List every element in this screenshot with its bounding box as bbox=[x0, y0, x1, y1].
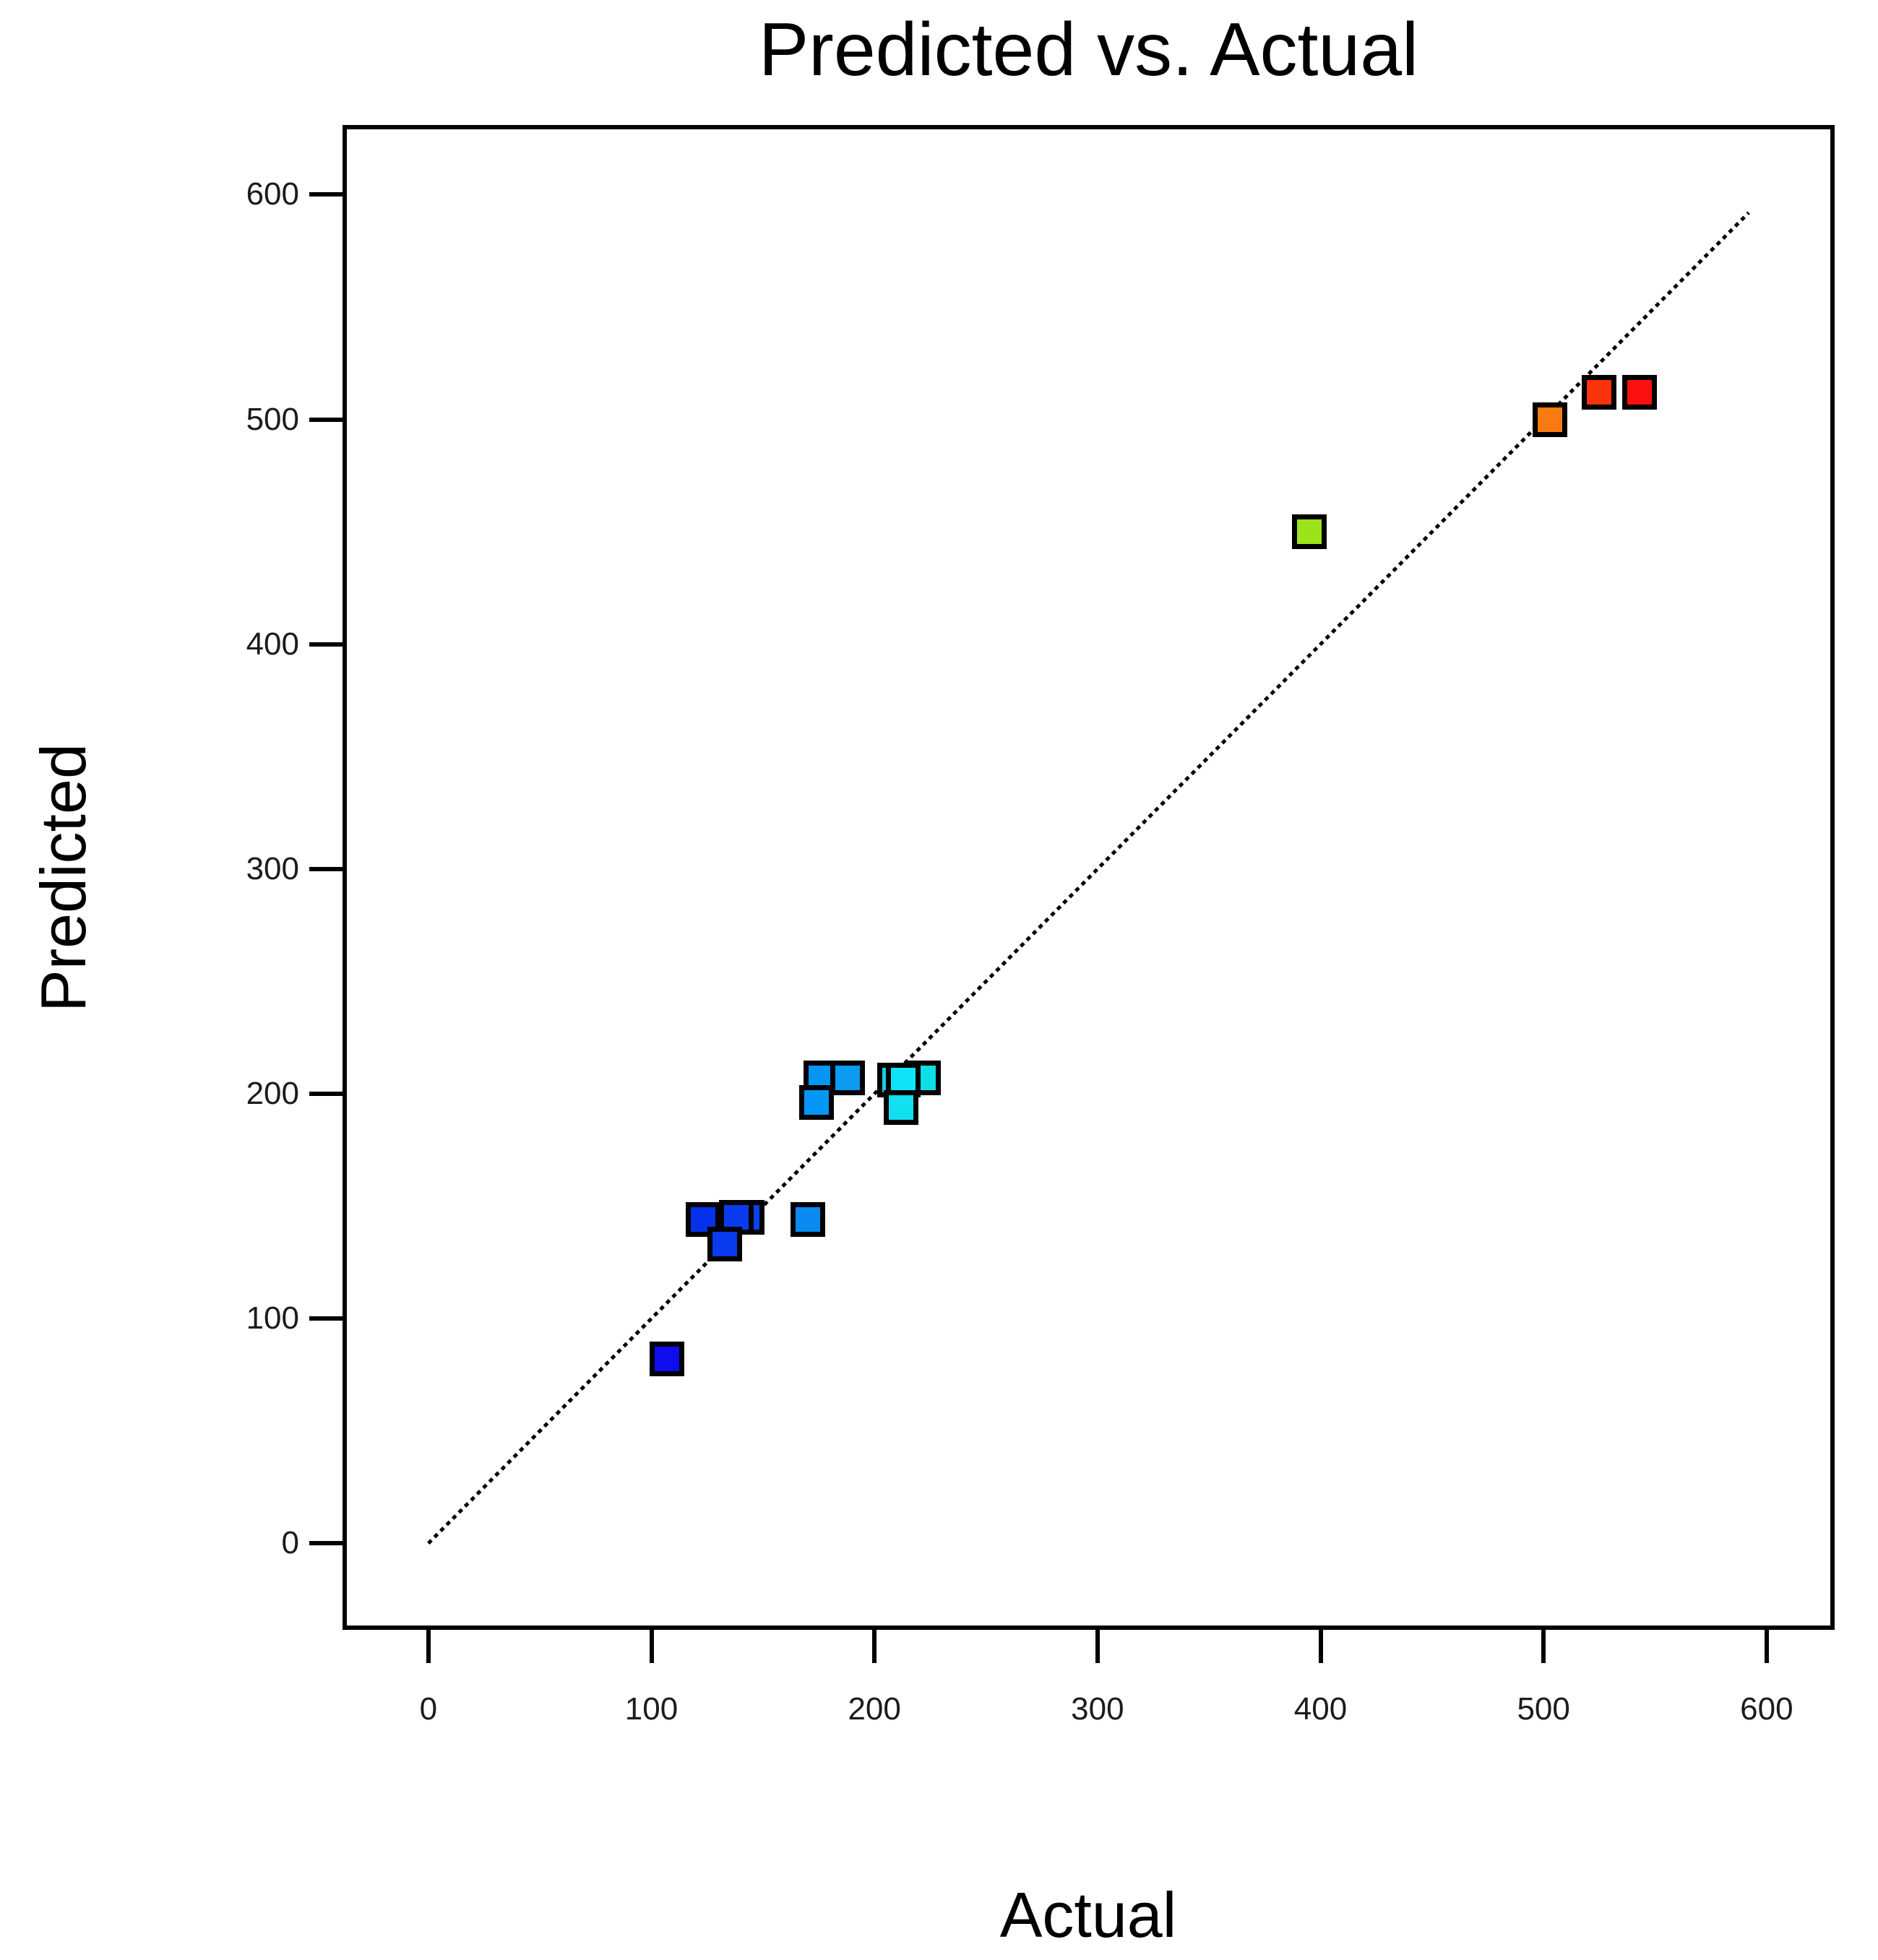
y-tick bbox=[309, 1316, 343, 1321]
data-point bbox=[1292, 514, 1327, 550]
x-tick-label: 100 bbox=[624, 1691, 679, 1727]
x-tick-label: 600 bbox=[1740, 1691, 1793, 1727]
y-tick-label: 600 bbox=[246, 176, 299, 212]
identity-line bbox=[427, 211, 1750, 1545]
data-point bbox=[1582, 375, 1617, 410]
data-point bbox=[650, 1342, 685, 1377]
x-axis-label: Actual bbox=[999, 1879, 1177, 1951]
data-point bbox=[1621, 375, 1657, 410]
x-tick bbox=[426, 1630, 431, 1663]
data-point bbox=[1533, 402, 1568, 437]
x-tick-label: 200 bbox=[848, 1691, 901, 1727]
y-tick-label: 300 bbox=[246, 850, 299, 886]
identity-line-layer bbox=[427, 211, 1750, 1545]
y-tick-label: 100 bbox=[246, 1300, 299, 1337]
data-point bbox=[884, 1089, 919, 1125]
data-point bbox=[685, 1202, 720, 1238]
x-tick bbox=[1764, 1630, 1769, 1663]
x-tick bbox=[1318, 1630, 1323, 1663]
y-tick-label: 500 bbox=[246, 401, 299, 437]
data-point bbox=[707, 1227, 743, 1262]
x-tick bbox=[649, 1630, 654, 1663]
y-tick-label: 200 bbox=[246, 1075, 299, 1111]
y-tick bbox=[309, 192, 343, 197]
data-point bbox=[790, 1202, 825, 1238]
x-tick bbox=[1095, 1630, 1100, 1663]
y-tick bbox=[309, 1541, 343, 1546]
data-point bbox=[798, 1085, 834, 1121]
x-tick bbox=[872, 1630, 877, 1663]
chart-title: Predicted vs. Actual bbox=[758, 8, 1419, 92]
x-tick-label: 300 bbox=[1071, 1691, 1124, 1727]
y-tick-label: 400 bbox=[246, 626, 299, 662]
y-tick bbox=[309, 866, 343, 871]
y-tick-label: 0 bbox=[281, 1525, 299, 1561]
x-tick-label: 500 bbox=[1517, 1691, 1570, 1727]
x-tick bbox=[1541, 1630, 1546, 1663]
y-tick bbox=[309, 1091, 343, 1096]
x-tick-label: 400 bbox=[1293, 1691, 1348, 1727]
x-tick-label: 0 bbox=[419, 1691, 438, 1727]
data-point bbox=[830, 1061, 866, 1096]
y-tick bbox=[309, 642, 343, 647]
y-axis-label: Predicted bbox=[27, 743, 99, 1012]
y-tick bbox=[309, 417, 343, 422]
plot-area bbox=[343, 125, 1835, 1630]
